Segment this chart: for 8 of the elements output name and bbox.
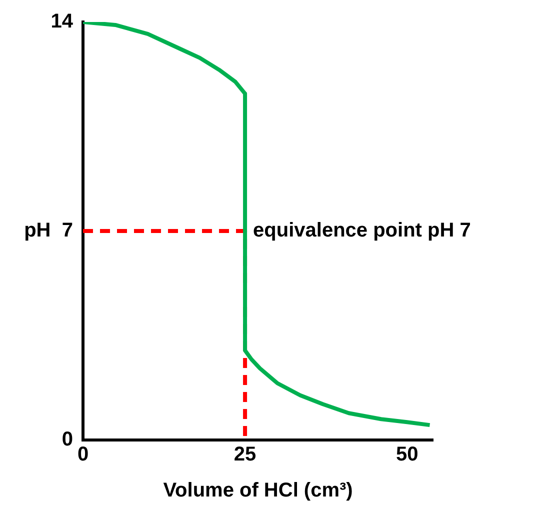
x-tick-label: 0 [77,444,89,466]
y-tick-label: pH 7 [24,220,73,242]
x-tick-label: 50 [396,444,418,466]
x-tick-label: 25 [234,444,256,466]
annotation: equivalence point pH 7 [253,220,471,242]
y-tick-label: 0 [62,428,73,451]
x-axis-title: Volume of HCl (cm³) [163,480,353,502]
y-tick-label: 14 [50,10,74,33]
